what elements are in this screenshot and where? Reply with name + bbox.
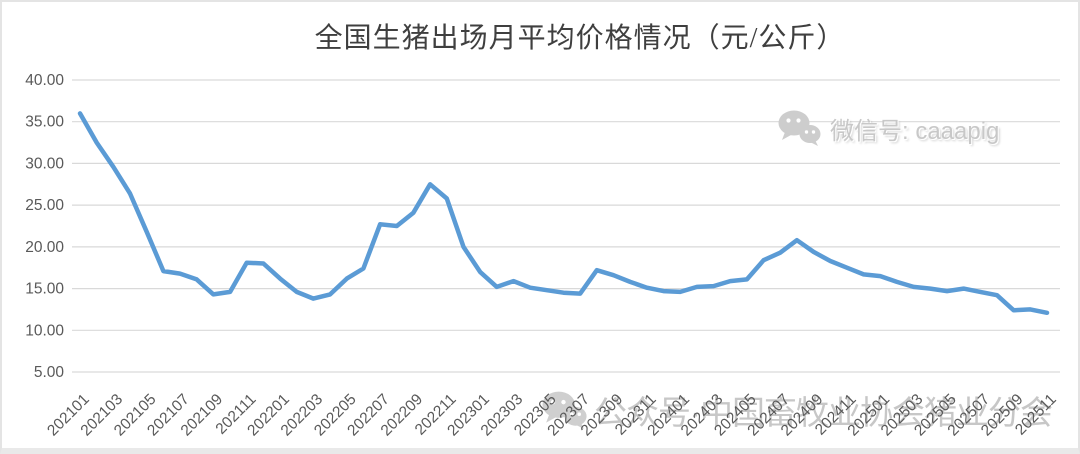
- wechat-watermark-bottom: 公众号·中国畜牧业协会猪业分会: [540, 386, 1053, 434]
- y-tick-label: 20.00: [25, 239, 64, 256]
- wechat-icon: [778, 110, 821, 146]
- price-line-series: [77, 111, 1050, 316]
- wechat-id-text: 微信号: caaapig: [830, 117, 1000, 145]
- y-tick-label: 10.00: [25, 322, 64, 339]
- y-tick-label: 35.00: [25, 114, 64, 131]
- wechat-icon: [542, 391, 587, 429]
- y-tick-label: 40.00: [25, 72, 64, 89]
- y-tick-label: 25.00: [25, 197, 64, 214]
- official-account-text: 公众号·中国畜牧业协会猪业分会: [594, 394, 1053, 431]
- y-tick-label: 15.00: [25, 281, 64, 298]
- y-tick-label: 30.00: [25, 155, 64, 172]
- chart-title: 全国生猪出场月平均价格情况（元/公斤）: [314, 23, 846, 54]
- wechat-watermark-top: 微信号: caaapig: [777, 108, 999, 148]
- y-tick-label: 5.00: [34, 364, 65, 381]
